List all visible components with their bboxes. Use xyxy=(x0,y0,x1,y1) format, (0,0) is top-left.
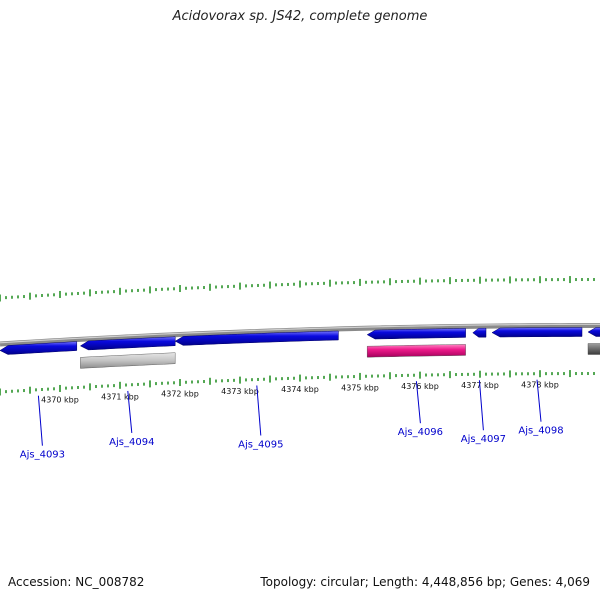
label-layer: Ajs_4093 Ajs_4094 Ajs_4095 Ajs_4096 Ajs_4097… xyxy=(20,379,564,461)
leader-ajs-4097 xyxy=(478,380,484,431)
scale-label-4370: 4370 kbp xyxy=(41,395,79,404)
genome-backbone-highlight xyxy=(0,323,600,344)
gene-label-ajs-4098: Ajs_4098 xyxy=(518,426,563,437)
leader-ajs-4098 xyxy=(536,379,542,422)
scale-label-4376: 4376 kbp xyxy=(401,382,439,391)
feature-pink xyxy=(367,344,466,358)
backbone-layer xyxy=(0,323,600,347)
accession-text: Accession: NC_008782 xyxy=(8,575,145,589)
scale-label-4371: 4371 kbp xyxy=(101,392,139,401)
genome-summary-text: Topology: circular; Length: 4,448,856 bp… xyxy=(260,575,590,589)
genome-backbone xyxy=(0,323,600,347)
scale-label-4374: 4374 kbp xyxy=(281,385,319,394)
gene-arrow-ajs-4098 xyxy=(491,327,583,338)
gene-label-ajs-4096: Ajs_4096 xyxy=(398,427,443,438)
leader-ajs-4094 xyxy=(127,390,133,433)
gene-layer xyxy=(0,327,600,355)
gene-arrow-unlabeled-right xyxy=(587,327,600,337)
gene-label-ajs-4093: Ajs_4093 xyxy=(20,450,65,461)
gene-arrow-ajs-4097 xyxy=(472,327,487,338)
feature-gray-dark xyxy=(587,343,600,355)
gene-arrow-ajs-4096 xyxy=(366,328,466,340)
leader-ajs-4093 xyxy=(37,395,43,446)
leader-ajs-4096 xyxy=(415,381,421,424)
scale-label-4378: 4378 kbp xyxy=(521,381,559,390)
scale-label-4372: 4372 kbp xyxy=(161,390,199,399)
inner-tick-row: 4370 kbp 4371 kbp 4372 kbp 4373 kbp 4374 kbp… xyxy=(0,370,595,404)
gene-arrow-ajs-4095 xyxy=(174,330,339,346)
scale-label-4373: 4373 kbp xyxy=(221,387,259,396)
leader-ajs-4095 xyxy=(256,385,262,436)
feature-gray-light xyxy=(80,352,176,369)
gene-label-ajs-4094: Ajs_4094 xyxy=(109,437,154,448)
gene-arrow-ajs-4093 xyxy=(0,341,78,355)
gene-label-ajs-4097: Ajs_4097 xyxy=(461,434,506,445)
map-title: Acidovorax sp. JS42, complete genome xyxy=(172,9,428,24)
gene-label-ajs-4095: Ajs_4095 xyxy=(238,440,283,451)
scale-label-4375: 4375 kbp xyxy=(341,383,379,392)
outer-tick-row xyxy=(0,276,595,302)
feature-layer xyxy=(80,343,600,369)
